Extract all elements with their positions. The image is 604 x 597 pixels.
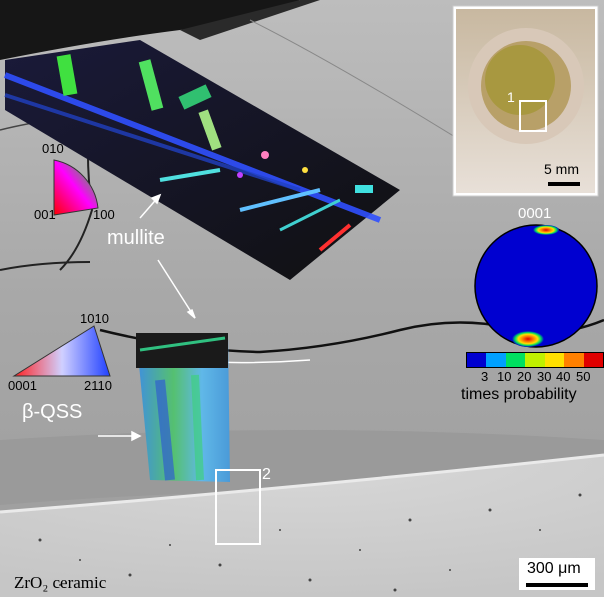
colorbar-swatch bbox=[544, 353, 565, 367]
beta-qss-label: β-QSS bbox=[22, 401, 83, 423]
mullite-label: mullite bbox=[107, 227, 165, 249]
colorbar-swatch bbox=[505, 353, 526, 367]
inset-scale-bar-label: 5 mm bbox=[544, 161, 579, 177]
ipf-hex-left-label: 0001 bbox=[8, 378, 37, 393]
ipf-hex-top-label: 1010 bbox=[80, 311, 109, 326]
colorbar-tick: 20 bbox=[517, 369, 532, 384]
colorbar-tick: 3 bbox=[481, 369, 489, 384]
ipf-hex-right-label: 2110 bbox=[84, 378, 112, 393]
pole-figure-title: 0001 bbox=[518, 205, 552, 222]
colorbar-tick: 50 bbox=[576, 369, 591, 384]
colorbar-swatch bbox=[525, 353, 545, 367]
colorbar-tick: 30 bbox=[537, 369, 552, 384]
probability-colorbar bbox=[466, 352, 604, 368]
colorbar-swatch bbox=[467, 353, 487, 367]
ipf-cubic-left-label: 001 bbox=[34, 207, 56, 222]
colorbar-swatch bbox=[564, 353, 584, 367]
zro2-label: ZrO₂ ceramic bbox=[14, 573, 107, 592]
main-scale-bar-label: 300 μm bbox=[527, 560, 581, 577]
colorbar-tick: 40 bbox=[556, 369, 571, 384]
colorbar-swatch bbox=[486, 353, 506, 367]
colorbar-tick: 10 bbox=[497, 369, 512, 384]
region-1-label: 1 bbox=[507, 89, 515, 105]
colorbar-label: times probability bbox=[461, 386, 577, 403]
colorbar-swatch bbox=[583, 353, 603, 367]
region-2-label: 2 bbox=[262, 466, 271, 483]
ipf-cubic-top-label: 010 bbox=[42, 141, 64, 156]
ipf-cubic-right-label: 100 bbox=[93, 207, 115, 222]
